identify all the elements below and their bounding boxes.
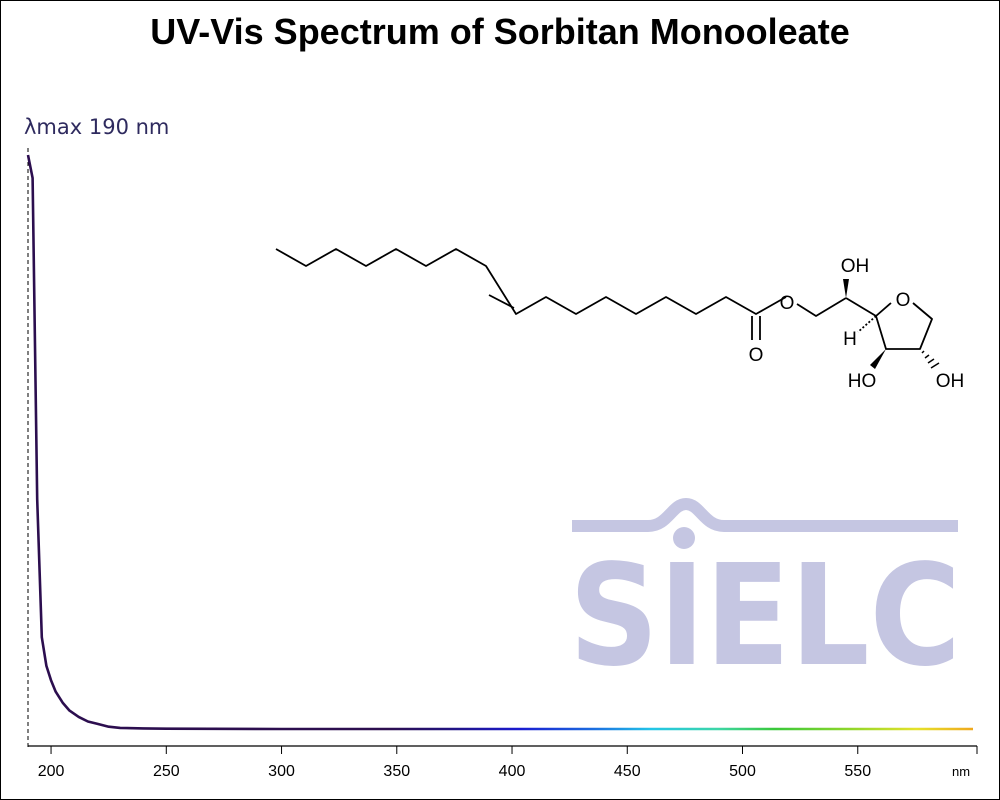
x-tick-label: 200: [38, 763, 65, 780]
x-tick-label: 450: [614, 763, 641, 780]
lambda-max-label: λmax 190 nm: [24, 115, 169, 139]
x-tick-label: 350: [383, 763, 410, 780]
atom-h: H: [843, 329, 857, 350]
atom-oh-right: OH: [936, 371, 965, 392]
atom-o-ester: O: [780, 293, 795, 314]
x-tick-label: 400: [499, 763, 526, 780]
x-tick-label: 500: [729, 763, 756, 780]
atom-o-carbonyl: O: [749, 345, 764, 366]
x-tick-label: 550: [844, 763, 871, 780]
spectrum-line: [26, 154, 973, 731]
watermark-text: SIELC: [569, 535, 961, 698]
atom-oh-top: OH: [841, 256, 870, 277]
sielc-watermark-logo: SIELC: [569, 497, 961, 698]
x-axis-unit: nm: [952, 764, 970, 779]
x-tick-label: 250: [153, 763, 180, 780]
molecule-structure: OH O O O H HO OH: [275, 248, 965, 392]
x-tick-label: 300: [268, 763, 295, 780]
x-axis-ticks: 200 250 300 350 400 450 500 550: [38, 746, 978, 780]
atom-o-ring: O: [896, 290, 911, 311]
atom-ho-left: HO: [848, 371, 877, 392]
chart-title: UV-Vis Spectrum of Sorbitan Monooleate: [150, 11, 849, 52]
